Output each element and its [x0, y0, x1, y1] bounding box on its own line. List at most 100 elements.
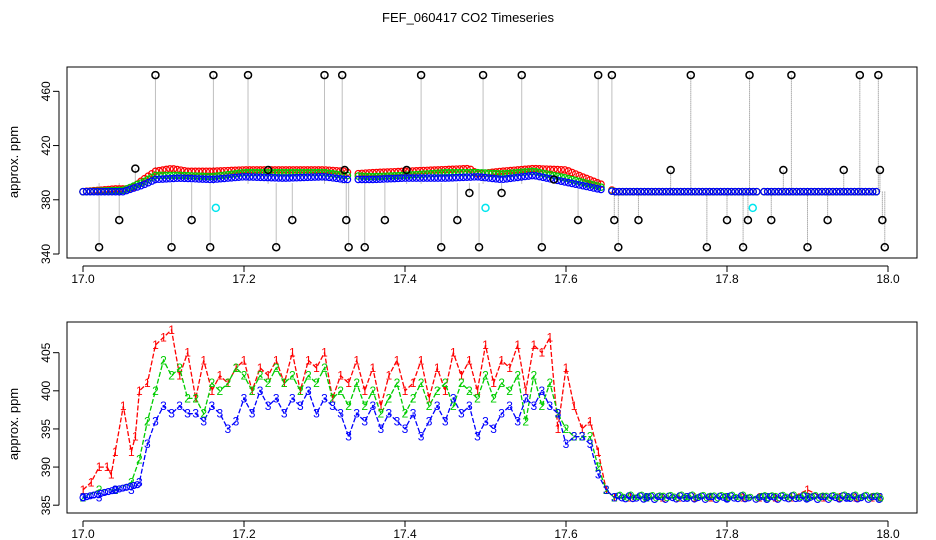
top-blue-point: [79, 187, 87, 196]
bottom-series-3-marker: 3: [313, 407, 320, 421]
top-blue-point: [318, 173, 326, 181]
top-blue-point: [695, 187, 703, 196]
top-green-point: [148, 173, 156, 182]
bottom-series-3-marker: 3: [466, 399, 473, 413]
bottom-series-3-marker: 3: [418, 430, 425, 444]
bottom-y-axis-label: approx. ppm: [6, 388, 21, 460]
top-blue-point: [575, 181, 584, 189]
bottom-series-1-marker: 1: [474, 384, 481, 398]
bottom-head-blue-point: [83, 493, 91, 501]
bottom-series-1-marker: 1: [104, 460, 111, 474]
top-blue-point: [742, 187, 750, 196]
top-blue-point: [789, 187, 797, 196]
top-blue-point: [111, 187, 120, 196]
top-blue-point: [774, 187, 783, 196]
bottom-series-1-marker: 1: [458, 369, 465, 383]
top-blue-point: [463, 173, 471, 181]
top-red-point: [187, 167, 196, 176]
bottom-series-1-marker: 1: [587, 414, 594, 428]
top-red-point: [205, 167, 214, 176]
top-blue-point: [734, 187, 743, 196]
top-blue-point: [238, 173, 247, 181]
bottom-series-3-marker: 3: [394, 414, 401, 428]
top-blue-point: [778, 187, 786, 196]
top-black-point: [874, 70, 883, 80]
bottom-series-2-marker: 2: [176, 361, 183, 375]
bottom-series-3-marker: 3: [547, 399, 554, 413]
bottom-series-2-marker: 2: [289, 369, 296, 383]
top-black-point: [288, 215, 297, 225]
bottom-series-3-marker: 3: [329, 399, 336, 413]
top-blue-point: [108, 187, 116, 196]
top-blue-point: [503, 174, 511, 183]
top-blue-point: [680, 187, 689, 196]
bottom-series-2-marker: 2: [418, 376, 425, 390]
top-x-tick-label: 18.0: [876, 272, 900, 286]
top-blue-point: [452, 173, 460, 182]
bottom-series-2-marker: 2: [539, 399, 546, 413]
top-blue-point: [608, 187, 616, 196]
top-black-point: [131, 164, 140, 173]
top-green-point: [430, 169, 439, 178]
bottom-series-1-marker: 1: [386, 369, 393, 383]
top-blue-point: [205, 175, 214, 184]
top-blue-point: [539, 173, 547, 182]
top-blue-point: [198, 175, 207, 183]
bottom-tail-green-point: [627, 491, 634, 498]
bottom-series-2-marker: 2: [96, 483, 103, 497]
top-blue-point: [405, 174, 413, 182]
bottom-series-2-marker: 2: [168, 369, 175, 383]
top-blue-point: [227, 173, 236, 182]
bottom-series-markers: 111 1111111111111111111111111111111111111…: [79, 323, 884, 505]
top-green-point: [445, 168, 453, 177]
top-blue-point: [640, 187, 649, 196]
top-blue-point: [492, 175, 500, 183]
top-blue-point: [506, 174, 515, 183]
bottom-series-1-marker: 1: [804, 483, 811, 497]
top-blue-point: [256, 173, 265, 182]
bottom-series-3-marker: 3: [402, 422, 409, 436]
top-blue-point: [271, 173, 279, 182]
top-blue-point: [865, 187, 873, 196]
bottom-series-1-marker: 1: [530, 338, 537, 352]
top-black-point: [743, 215, 753, 225]
top-blue-point: [191, 174, 200, 183]
bottom-series-1-marker: 1: [80, 483, 87, 497]
top-y-tick-label: 420: [39, 135, 53, 155]
top-cyan-point: [748, 203, 758, 213]
top-blue-point: [202, 175, 210, 184]
bottom-series-1-marker: 1: [402, 384, 409, 398]
bottom-series-1-marker: 1: [265, 369, 272, 383]
top-blue-point: [698, 187, 707, 196]
top-black-point: [478, 70, 488, 80]
bottom-series-1-marker: 1: [442, 384, 449, 398]
top-black-point: [151, 70, 160, 80]
top-blue-point: [796, 187, 805, 196]
bottom-series-1-marker: 1: [176, 369, 183, 383]
top-blue-point: [93, 187, 102, 196]
top-red-point: [155, 166, 163, 175]
bottom-series-1-marker: 1: [225, 376, 232, 390]
bottom-x-tick-label: 17.6: [554, 527, 578, 540]
top-green-point: [448, 168, 457, 177]
bottom-series-2-marker: 2: [337, 384, 344, 398]
top-green-point: [285, 168, 294, 177]
bottom-series-1-marker: 1: [877, 491, 884, 505]
top-blue-point: [803, 187, 812, 196]
top-blue-point: [571, 180, 580, 188]
bottom-series-2-marker: 2: [225, 376, 232, 390]
bottom-series-1-marker: 1: [394, 353, 401, 367]
top-blue-point: [832, 187, 841, 196]
bottom-series-1-marker: 1: [740, 491, 747, 505]
bottom-series-3-marker: 3: [144, 437, 151, 451]
top-blue-point: [644, 187, 652, 196]
top-black-point: [263, 165, 273, 175]
bottom-series-2-marker: 2: [249, 384, 256, 398]
top-red-point: [579, 173, 587, 181]
bottom-series-2-marker: 2: [498, 376, 505, 390]
bottom-series-1-marker: 1: [289, 346, 296, 360]
top-blue-point: [151, 175, 160, 184]
top-blue-point: [553, 176, 562, 185]
top-blue-point: [448, 173, 457, 182]
bottom-series-3-marker: 3: [241, 391, 248, 405]
